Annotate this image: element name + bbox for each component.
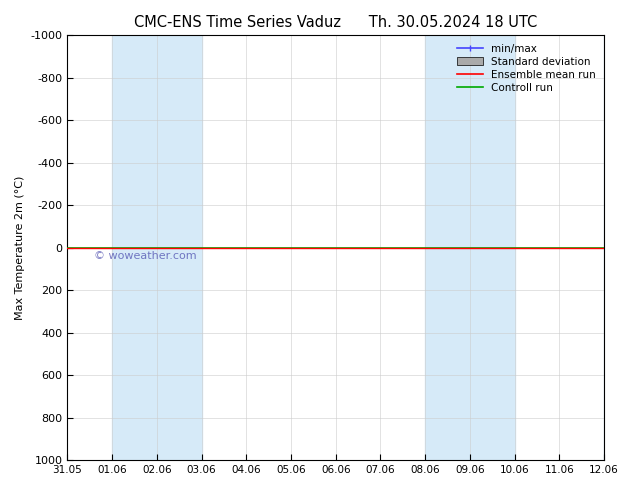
- Bar: [604, 35, 634, 460]
- Legend: min/max, Standard deviation, Ensemble mean run, Controll run: min/max, Standard deviation, Ensemble me…: [453, 41, 599, 96]
- Bar: [112, 35, 202, 460]
- Title: CMC-ENS Time Series Vaduz      Th. 30.05.2024 18 UTC: CMC-ENS Time Series Vaduz Th. 30.05.2024…: [134, 15, 538, 30]
- Y-axis label: Max Temperature 2m (°C): Max Temperature 2m (°C): [15, 175, 25, 320]
- Bar: [425, 35, 515, 460]
- Text: © woweather.com: © woweather.com: [94, 251, 197, 261]
